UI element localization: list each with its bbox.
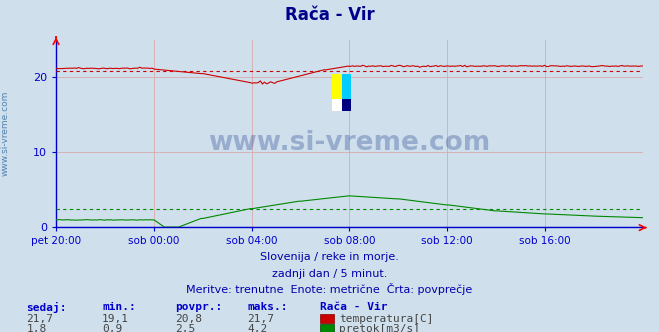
Text: Rača - Vir: Rača - Vir (285, 6, 374, 24)
Text: maks.:: maks.: (247, 302, 287, 312)
Text: sedaj:: sedaj: (26, 301, 67, 313)
Text: 21,7: 21,7 (26, 314, 53, 324)
Text: 21,7: 21,7 (247, 314, 274, 324)
Text: zadnji dan / 5 minut.: zadnji dan / 5 minut. (272, 269, 387, 279)
Text: Slovenija / reke in morje.: Slovenija / reke in morje. (260, 252, 399, 262)
Text: www.si-vreme.com: www.si-vreme.com (1, 91, 10, 176)
Text: povpr.:: povpr.: (175, 302, 222, 312)
Text: 2,5: 2,5 (175, 324, 195, 332)
Text: temperatura[C]: temperatura[C] (339, 314, 434, 324)
Text: 4,2: 4,2 (247, 324, 268, 332)
Text: www.si-vreme.com: www.si-vreme.com (208, 130, 490, 156)
Text: 1,8: 1,8 (26, 324, 47, 332)
Text: Meritve: trenutne  Enote: metrične  Črta: povprečje: Meritve: trenutne Enote: metrične Črta: … (186, 283, 473, 295)
Text: pretok[m3/s]: pretok[m3/s] (339, 324, 420, 332)
Text: 19,1: 19,1 (102, 314, 129, 324)
Text: Rača - Vir: Rača - Vir (320, 302, 387, 312)
Text: 0,9: 0,9 (102, 324, 123, 332)
Text: 20,8: 20,8 (175, 314, 202, 324)
Text: min.:: min.: (102, 302, 136, 312)
